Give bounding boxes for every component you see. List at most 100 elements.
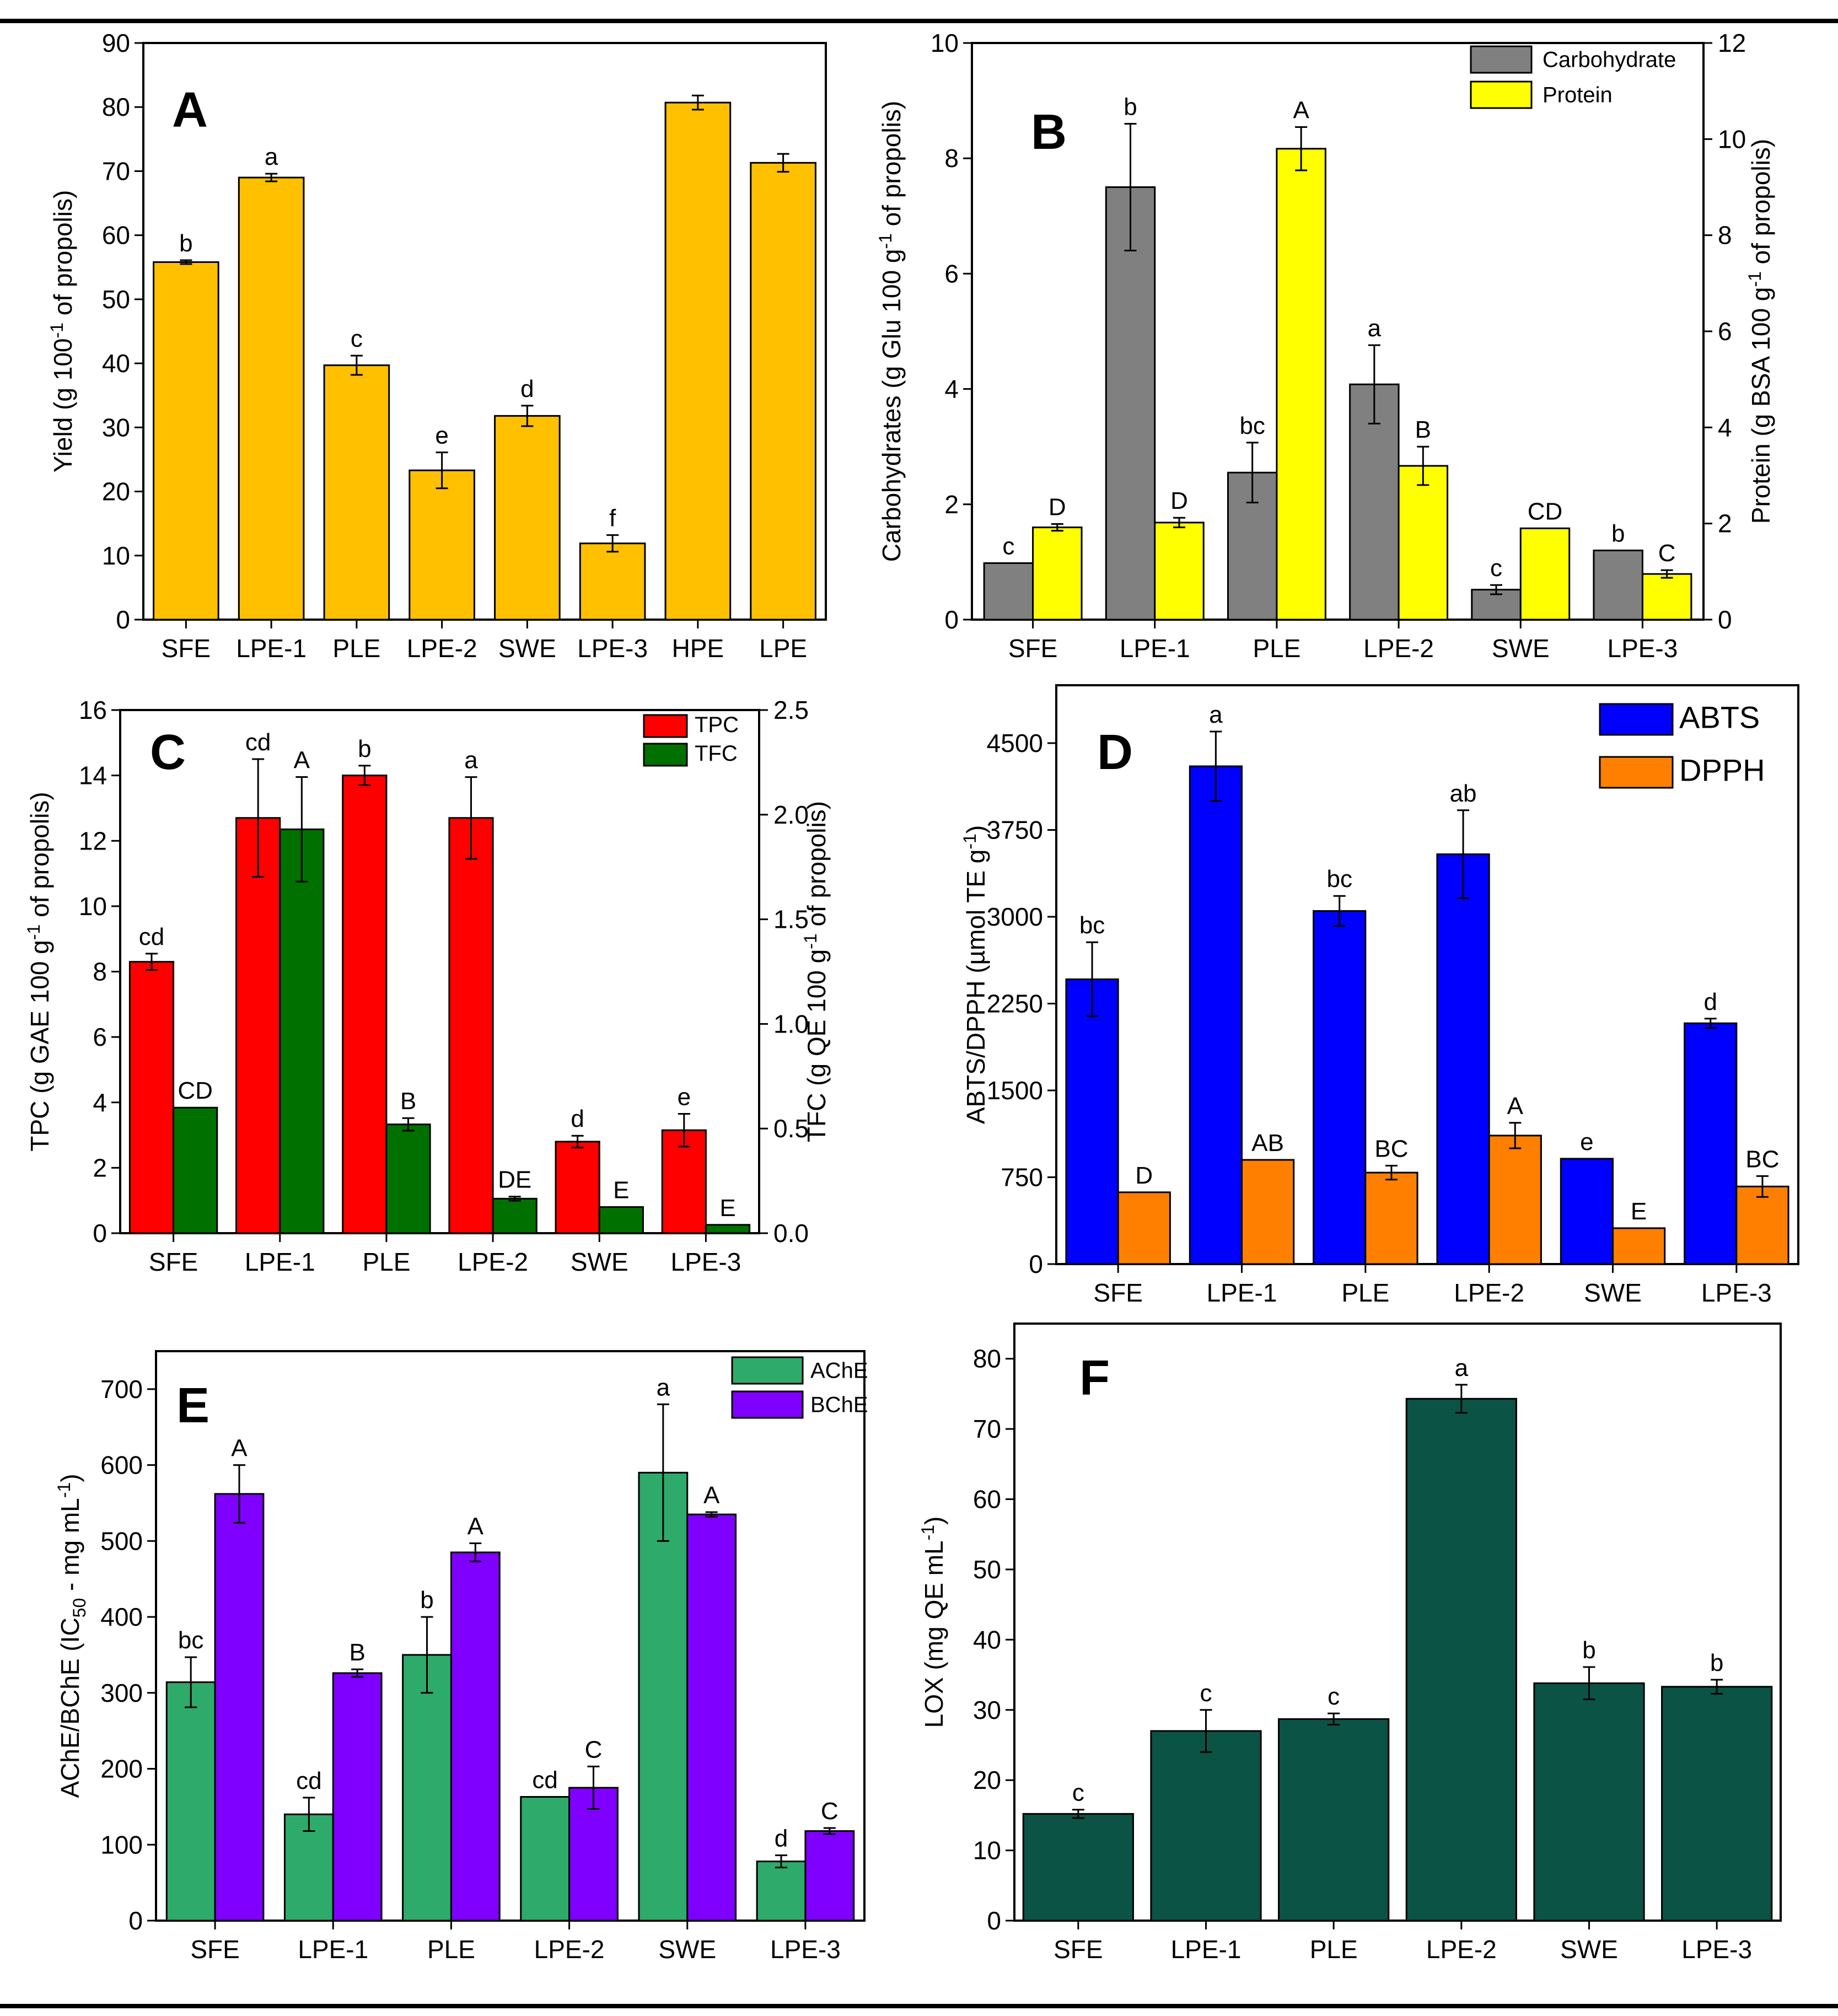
significance-label: c [1072,1780,1084,1807]
y-tick-label: 3750 [987,816,1043,845]
legend-label: ABTS [1679,700,1760,735]
bar-ache [402,1654,452,1922]
bar-yield [409,469,475,621]
figure-top-rule [0,19,1838,23]
x-tick-label: LPE-3 [670,1248,741,1276]
bar-tfc [173,1106,218,1234]
bar-yield [238,176,305,621]
legend-label: TPC [695,713,739,737]
x-tick-label: SFE [190,1935,239,1964]
significance-label: b [420,1587,433,1614]
x-tick-label: SFE [162,634,211,663]
bar-tpc [448,817,494,1234]
x-tick-label: PLE [1310,1935,1358,1964]
legend-label: Protein [1543,83,1613,107]
significance-label: A [294,746,310,773]
panel-a: 0102030405060708090SFEbLPE-1aPLEcLPE-2eS… [47,29,827,663]
x-tick-label: PLE [362,1248,410,1276]
y2-tick-label: 1.5 [773,905,809,934]
significance-label: C [821,1798,839,1825]
y-tick-label: 10 [79,892,107,921]
y-tick-label: 750 [1001,1163,1043,1192]
significance-label: b [1582,1637,1595,1664]
plot-frame [1013,1323,1782,1922]
figure-bottom-rule [0,2004,1838,2008]
significance-label: A [703,1482,720,1509]
bar-protein [1398,465,1449,621]
significance-label: BC [1374,1136,1408,1163]
y2-axis-title-part: Protein (g BSA 100 g [1746,287,1775,524]
y-tick-label: 400 [100,1603,143,1631]
bar-tpc [235,817,281,1234]
bar-abts [1436,853,1490,1265]
bar-lox [1278,1718,1390,1922]
y-tick-label: 12 [79,826,107,855]
x-tick-label: PLE [1253,634,1300,663]
panel-letter: A [172,83,208,138]
bar-yield [579,542,646,621]
y2-axis-title: TFC (g QE 100 g-1 of propolis) [800,801,831,1142]
bar-tfc [598,1206,644,1234]
significance-label: C [1658,540,1676,567]
significance-label: a [657,1374,670,1401]
significance-label: b [1611,520,1625,547]
x-tick-label: PLE [332,634,380,663]
bar-ache [520,1795,571,1922]
y-tick-label: 700 [100,1375,143,1404]
bar-dpph [1612,1227,1666,1265]
bar-tfc [279,828,325,1234]
y2-tick-label: 0 [1718,605,1732,634]
y2-tick-label: 0.5 [773,1114,809,1143]
panel-e: 0 100 200 300 400 500 600 700 SFE bc A LPE-1 cd B PLE b… [54,1350,868,1964]
x-tick-label: LPE-2 [1454,1278,1524,1307]
significance-label: bc [1326,865,1352,893]
x-tick-label: LPE-1 [1171,1935,1242,1964]
x-tick-label: SWE [1560,1935,1618,1964]
bar-bche [568,1787,619,1922]
y2-tick-label: 12 [1718,29,1746,57]
legend-swatch [731,1356,804,1385]
y-tick-label: 8 [93,958,107,986]
y-tick-label: 60 [973,1485,1001,1514]
y-tick-label: 40 [102,349,130,378]
y-axis-title: ABTS/DPPH (µmol TE g-1) [960,825,990,1124]
significance-label: cd [139,923,164,950]
bar-bche [332,1672,383,1922]
y-axis-title-part: TPC (g GAE 100 g [25,940,54,1152]
y-tick-label: 80 [973,1345,1001,1373]
y-tick-label: 10 [102,541,130,570]
significance-label: d [571,1105,584,1132]
significance-label: c [351,325,363,352]
significance-label: DE [498,1166,531,1194]
significance-label: AB [1251,1130,1284,1157]
panel-letter: B [1031,105,1067,160]
y-tick-label: 500 [100,1526,143,1555]
x-tick-label: LPE-2 [1426,1935,1497,1964]
bar-dpph [1241,1159,1295,1265]
bar-ache [165,1681,216,1922]
significance-label: b [1124,93,1137,120]
y-tick-label: 2250 [987,990,1043,1018]
significance-label: ab [1450,780,1477,807]
y-tick-label: 30 [973,1696,1001,1724]
y-tick-label: 200 [100,1755,143,1783]
y2-tick-label: 2.0 [773,800,809,829]
significance-label: d [775,1825,788,1852]
y-tick-label: 2 [93,1153,107,1182]
bar-yield [750,162,816,621]
bar-abts [1313,910,1367,1265]
y-axis-title-part: - mg mL [56,1498,84,1598]
significance-label: CD [178,1077,213,1104]
y-axis-title-part: -1 [960,834,980,849]
x-tick-label: PLE [427,1935,475,1964]
y-tick-label: 0 [116,605,130,634]
significance-label: A [467,1513,484,1540]
y-tick-label: 0 [944,605,959,634]
y-axis-title-part: ABTS/DPPH (µmol TE g [961,850,990,1125]
bar-ache [756,1861,807,1922]
y-tick-label: 1500 [987,1076,1043,1105]
x-tick-label: PLE [1341,1278,1389,1307]
significance-label: bc [1239,412,1265,439]
bar-tpc [555,1141,600,1234]
